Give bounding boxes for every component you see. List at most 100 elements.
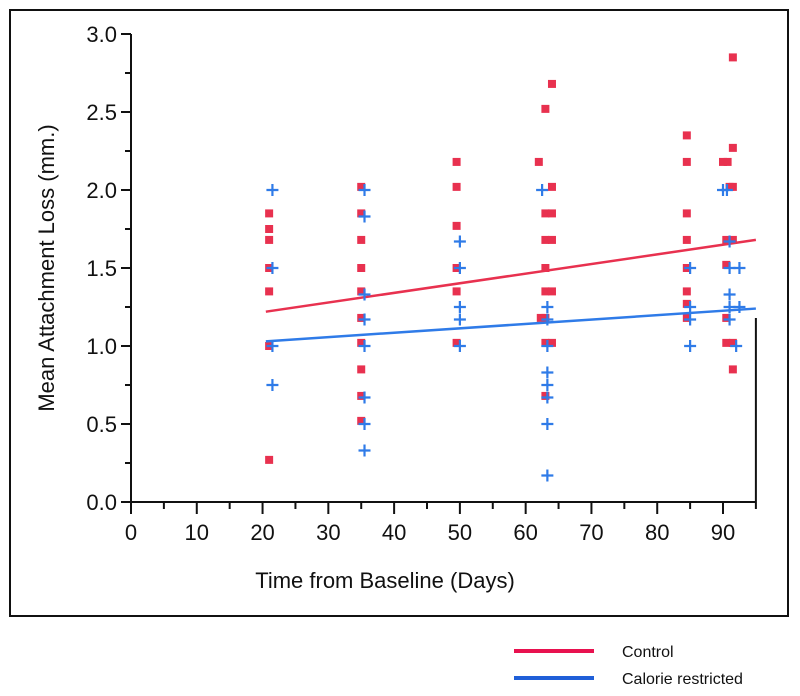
y-tick-label: 3.0 <box>86 22 117 47</box>
control-point <box>357 209 366 218</box>
control-point <box>722 338 731 347</box>
calorie-restricted-point <box>453 301 466 313</box>
control-point <box>265 209 274 218</box>
control-point <box>357 235 366 244</box>
control-fit-line <box>265 238 757 313</box>
legend: Control Calorie restricted <box>514 644 743 688</box>
y-axis-label: Mean Attachment Loss (mm.) <box>34 124 59 411</box>
calorie-restricted-point <box>723 313 736 326</box>
control-point <box>547 182 556 191</box>
x-tick-label: 60 <box>513 520 537 545</box>
y-tick-label: 1.0 <box>86 334 117 359</box>
y-tick-label: 1.5 <box>86 256 117 281</box>
calorie-restricted-point <box>453 313 466 326</box>
control-point <box>452 157 461 166</box>
control-point <box>541 391 550 400</box>
control-point <box>357 182 366 191</box>
control-point <box>357 416 366 425</box>
calorie-restricted-point <box>453 340 466 352</box>
calorie-restricted-point <box>358 391 371 404</box>
calorie-restricted-point <box>358 444 371 457</box>
control-point <box>357 287 366 296</box>
control-point <box>357 338 366 347</box>
control-point <box>541 264 550 272</box>
calorie-restricted-point <box>723 288 736 301</box>
control-point <box>547 287 556 296</box>
calorie-restricted-point <box>684 313 697 326</box>
control-point <box>682 131 691 140</box>
y-tick-label: 0.0 <box>86 490 117 515</box>
control-point <box>728 53 737 62</box>
x-tick-label: 80 <box>645 520 669 545</box>
calorie-restricted-point <box>358 313 371 326</box>
legend-calorie-label: Calorie restricted <box>622 671 743 688</box>
calorie-restricted-point <box>720 184 733 196</box>
control-point <box>452 338 461 347</box>
control-point <box>547 209 556 218</box>
control-point <box>541 338 550 347</box>
control-point <box>265 235 274 244</box>
control-point <box>541 313 550 322</box>
control-point <box>682 299 691 308</box>
calorie-restricted-point <box>266 184 279 196</box>
calorie-restricted-point <box>358 288 371 301</box>
control-point <box>722 235 731 244</box>
control-point <box>357 365 366 374</box>
control-point <box>265 455 274 464</box>
control-point <box>719 157 727 166</box>
calorie-restricted-point <box>684 340 697 352</box>
control-point <box>728 338 737 347</box>
x-tick-label: 30 <box>316 520 340 545</box>
calorie-restricted-point <box>541 391 554 404</box>
calorie-restricted-point <box>733 301 746 313</box>
calorie-restricted-point <box>453 235 466 248</box>
calorie-restricted-point <box>541 418 554 430</box>
control-point <box>265 225 274 233</box>
calorie-restricted-point <box>684 262 697 274</box>
x-tick-label: 70 <box>579 520 603 545</box>
calorie-restricted-point <box>536 184 549 196</box>
y-tick-label: 0.5 <box>86 412 117 437</box>
calorie-restricted-point <box>684 301 697 313</box>
calorie-restricted-point <box>733 262 746 274</box>
control-point <box>547 79 556 88</box>
calorie-restricted-point <box>266 379 279 391</box>
x-axis-label: Time from Baseline (Days) <box>255 568 515 593</box>
control-point <box>536 313 545 322</box>
control-point <box>265 287 274 296</box>
control-point <box>728 235 737 244</box>
control-point <box>452 182 461 191</box>
x-tick-label: 10 <box>185 520 209 545</box>
calorie-restricted-point <box>723 235 736 248</box>
calorie-restricted-point <box>358 340 371 352</box>
calorie-restricted-point <box>730 340 743 352</box>
calorie-restricted-point <box>541 340 554 352</box>
control-point <box>682 157 691 166</box>
control-point <box>722 260 731 269</box>
control-point <box>728 143 737 152</box>
y-tick-label: 2.5 <box>86 100 117 125</box>
calorie-restricted-point <box>453 262 466 274</box>
control-point <box>452 221 461 230</box>
control-point <box>541 209 550 218</box>
calorie-restricted-point <box>541 469 554 482</box>
control-point <box>682 209 691 218</box>
calorie-restricted-point <box>266 262 279 274</box>
control-point <box>357 264 366 272</box>
control-point <box>541 235 550 244</box>
x-tick-label: 40 <box>382 520 406 545</box>
control-point <box>682 235 691 244</box>
control-point <box>547 338 556 347</box>
control-point <box>728 365 737 374</box>
control-point <box>357 391 366 400</box>
calorie-restricted-point <box>541 301 554 313</box>
control-point <box>541 104 550 113</box>
x-tick-label: 20 <box>250 520 274 545</box>
calorie-restricted-point <box>541 379 554 391</box>
calorie-restricted-point <box>541 366 554 379</box>
control-point <box>682 313 691 322</box>
x-tick-label: 90 <box>711 520 735 545</box>
calorie-restricted-point <box>358 210 371 223</box>
y-tick-label: 2.0 <box>86 178 117 203</box>
